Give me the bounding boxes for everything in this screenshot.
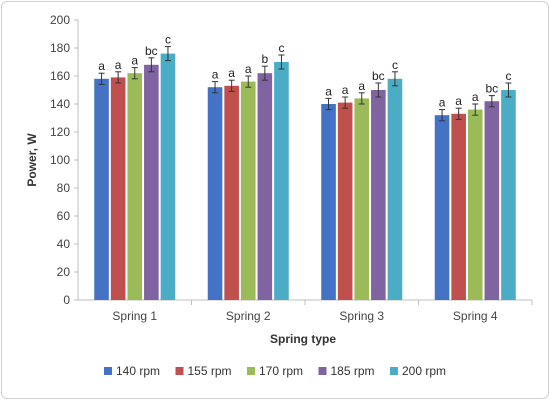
data-label: a [455,94,462,108]
x-tick-label: Spring 2 [226,309,271,323]
x-tick-label: Spring 3 [339,309,384,323]
bar [274,62,289,300]
legend-label: 200 rpm [402,364,446,378]
y-tick-label: 200 [50,13,70,27]
legend-swatch [104,367,112,375]
data-label: a [212,68,219,82]
data-label: a [115,58,122,72]
data-label: c [392,58,398,72]
data-label: a [228,66,235,80]
data-label: bc [372,69,385,83]
bar [484,101,500,300]
legend-label: 155 rpm [188,364,232,378]
bar [321,104,336,300]
data-label: a [342,83,349,97]
bar [240,81,256,300]
bar [467,109,483,300]
data-label: bc [145,44,158,58]
bar [94,78,109,300]
bar [434,115,450,300]
bar [224,85,239,300]
legend-label: 185 rpm [331,364,375,378]
data-label: a [472,90,479,104]
bar [207,87,223,300]
y-tick-label: 160 [50,69,70,83]
x-axis-title: Spring type [270,332,336,346]
bar [257,73,273,300]
data-label: a [98,59,105,73]
y-tick-label: 0 [63,293,70,307]
bar [501,90,516,300]
bar [387,78,403,300]
y-tick-label: 100 [50,153,70,167]
y-axis-title: Power, W [25,133,39,187]
x-tick-label: Spring 1 [112,309,157,323]
y-tick-label: 80 [57,181,71,195]
bar [127,73,143,300]
data-label: c [278,41,284,55]
legend-swatch [390,367,398,375]
data-label: c [505,69,511,83]
bar [144,64,159,300]
y-tick-label: 140 [50,97,70,111]
bar [337,102,353,300]
legend-label: 170 rpm [259,364,303,378]
legend-swatch [247,367,255,375]
legend-label: 140 rpm [116,364,160,378]
y-tick-label: 20 [57,265,71,279]
legend-swatch [175,367,184,375]
bar [371,90,386,300]
bar [160,53,176,300]
data-label: a [245,62,252,76]
x-axis: Spring 1 Spring 2 Spring 3 Spring 4 [78,299,533,323]
x-tick-label: Spring 4 [453,309,498,323]
legend-swatch [318,367,327,375]
bar [110,77,126,301]
bar [354,98,370,301]
data-label: a [325,84,332,98]
y-tick-label: 40 [57,237,71,251]
y-tick-label: 180 [50,41,70,55]
data-label: a [439,96,446,110]
data-label: a [131,54,138,68]
data-label: bc [486,82,499,96]
y-tick-label: 60 [57,209,71,223]
data-label: b [262,52,269,66]
y-axis: 0 20 40 60 80 100 120 140 160 180 200 [50,13,79,307]
y-tick-label: 120 [50,125,70,139]
bar [451,113,466,300]
data-label: a [358,79,365,93]
data-label: c [165,33,171,47]
legend: 140 rpm 155 rpm 170 rpm 185 rpm 200 rpm [104,364,446,378]
